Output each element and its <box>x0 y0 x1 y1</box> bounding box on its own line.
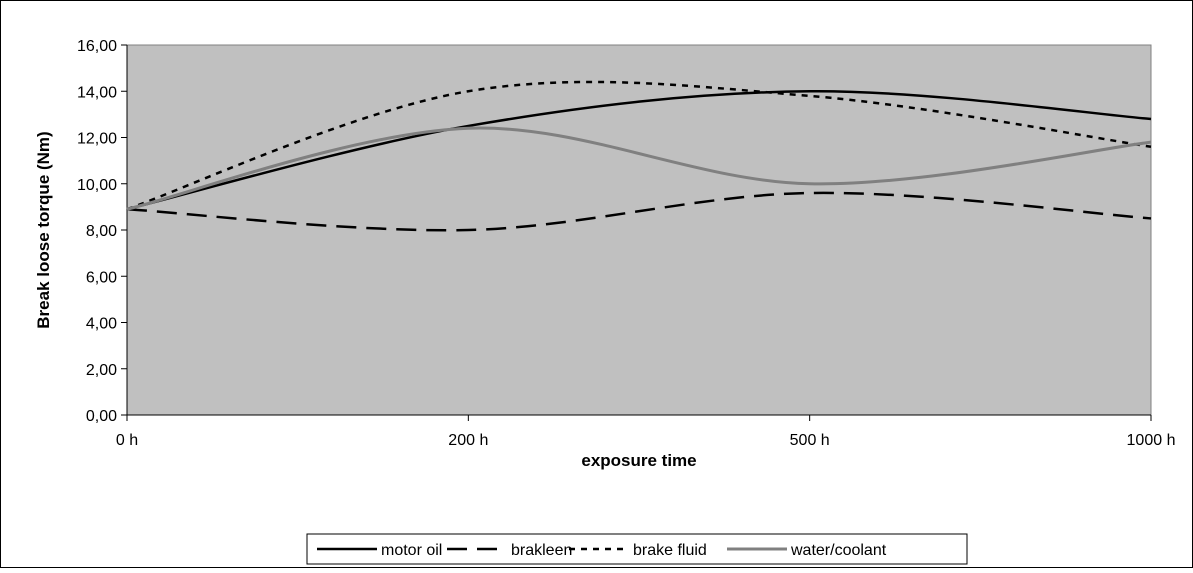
y-tick-label: 10,00 <box>77 177 117 194</box>
series-motor-oil <box>126 89 1152 211</box>
x-tick-label: 200 h <box>448 432 488 449</box>
legend-label-motor-oil: motor oil <box>381 542 442 559</box>
series-brakleen <box>126 191 1152 232</box>
plot-area <box>126 44 1152 416</box>
y-tick-label: 12,00 <box>77 131 117 148</box>
x-tick-label: 1000 h <box>1127 432 1176 449</box>
y-tick-label: 2,00 <box>86 362 117 379</box>
legend-label-brake-fluid: brake fluid <box>633 542 707 559</box>
x-tick-label: 0 h <box>116 432 138 449</box>
y-tick-label: 6,00 <box>86 269 117 286</box>
legend-label-brakleen: brakleen <box>511 542 572 559</box>
legend-box <box>306 533 968 565</box>
x-axis: 0 h 200 h 500 h 1000 h <box>116 414 1176 449</box>
y-tick-label: 8,00 <box>86 223 117 240</box>
legend: motor oil brakleen brake fluid water/coolan… <box>306 533 968 565</box>
y-axis-label: Break loose torque (Nm) <box>34 131 53 328</box>
x-axis-label: exposure time <box>581 451 696 470</box>
x-tick-label: 500 h <box>790 432 830 449</box>
y-axis: 0,00 2,00 4,00 6,00 8,00 10,00 12,00 14,00 16,00 <box>77 38 128 425</box>
y-tick-label: 4,00 <box>86 316 117 333</box>
y-tick-label: 16,00 <box>77 38 117 55</box>
series-lines <box>126 80 1152 232</box>
series-water-coolant <box>126 126 1152 211</box>
legend-label-water-coolant: water/coolant <box>790 542 887 559</box>
y-tick-label: 0,00 <box>86 408 117 425</box>
y-tick-label: 14,00 <box>77 84 117 101</box>
